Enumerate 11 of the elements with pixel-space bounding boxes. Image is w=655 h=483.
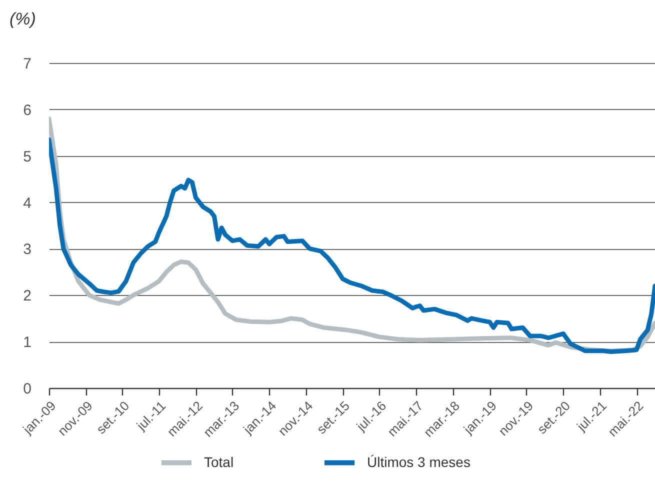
legend-label: Últimos 3 meses bbox=[367, 454, 470, 470]
y-tick-label: 4 bbox=[23, 194, 32, 212]
y-tick-label: 0 bbox=[23, 380, 32, 398]
y-tick-label: 7 bbox=[23, 56, 32, 72]
y-axis-title: (%) bbox=[10, 10, 36, 28]
y-tick-label: 6 bbox=[23, 102, 32, 119]
y-tick-label: 2 bbox=[23, 288, 32, 305]
y-tick-label: 1 bbox=[23, 334, 32, 352]
y-tick-label: 5 bbox=[23, 148, 32, 166]
y-tick-label: 3 bbox=[23, 241, 32, 258]
legend-label: Total bbox=[204, 454, 234, 470]
